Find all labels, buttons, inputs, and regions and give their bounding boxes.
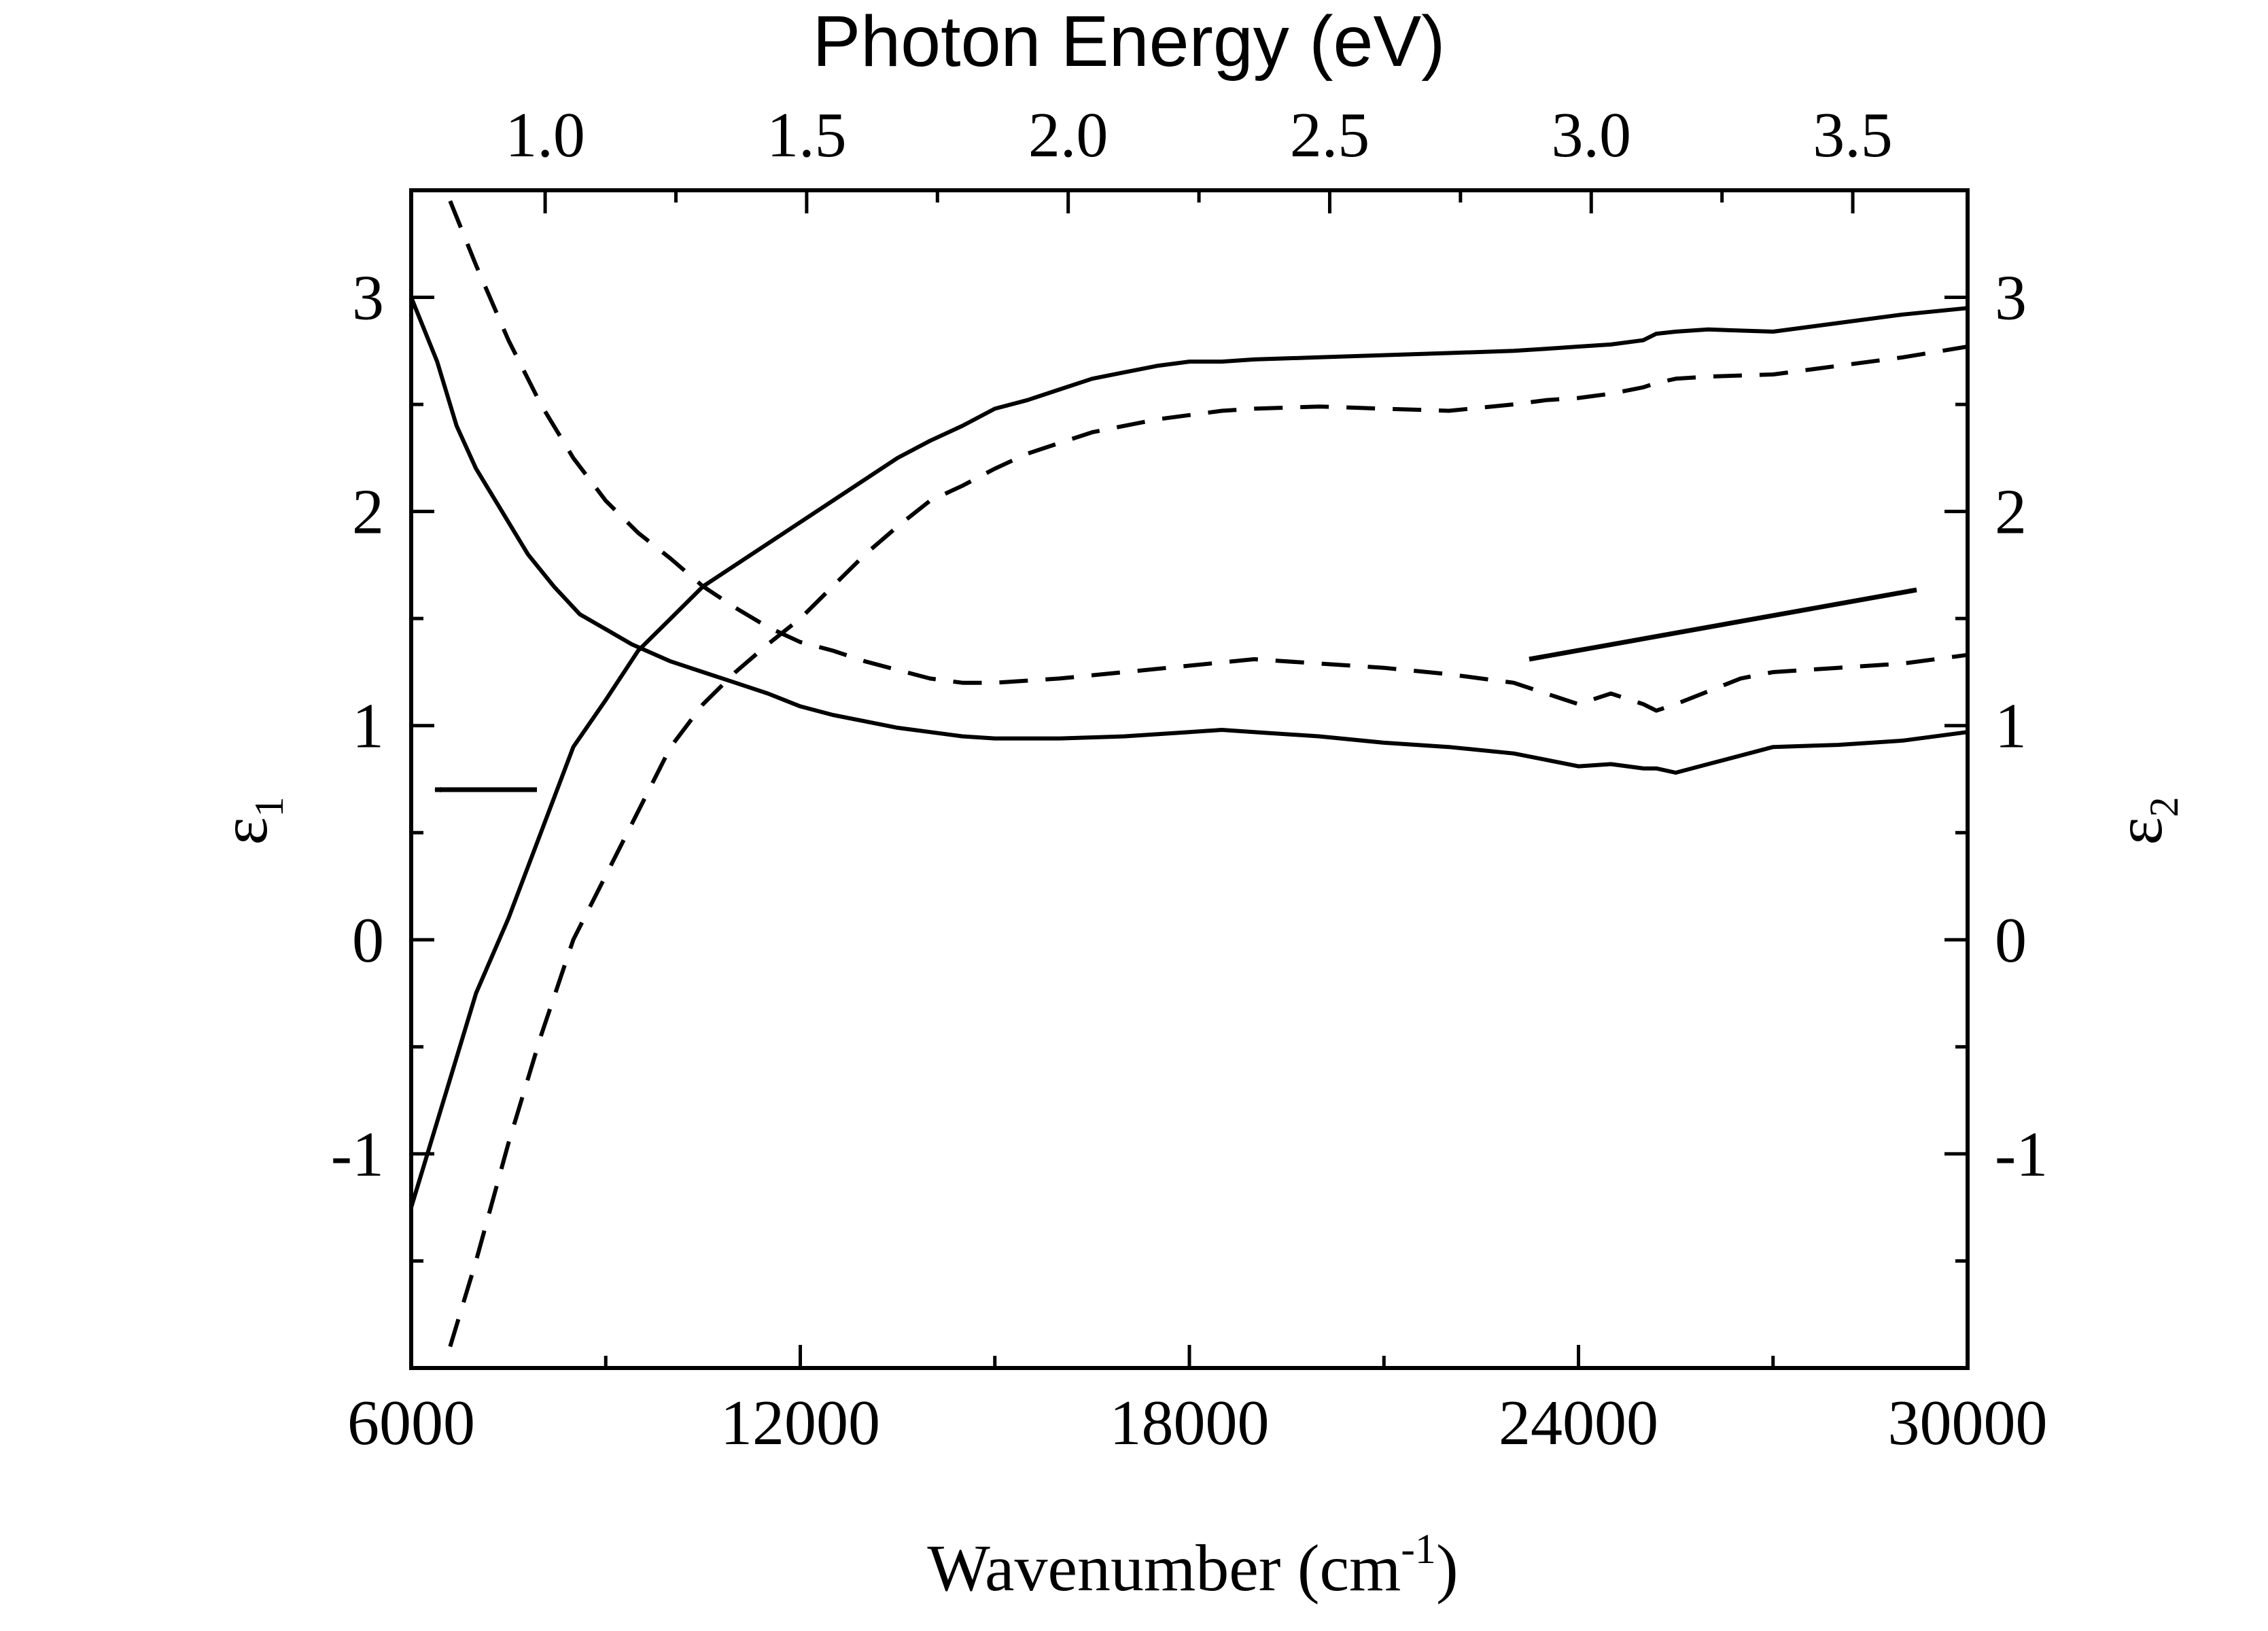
right-axis-title: ε2	[2103, 796, 2186, 845]
series-layer	[409, 200, 1968, 1348]
y-right-tick-label: 0	[1995, 905, 2027, 976]
right-axis-arrow	[1529, 587, 1917, 662]
x-tick-label: 30000	[1888, 1388, 2048, 1458]
x2-tick-label: 3.5	[1813, 100, 1893, 171]
y-left-tick-label: 1	[352, 691, 384, 762]
series-line-3	[409, 306, 1968, 1208]
y-left-tick-label: -1	[331, 1119, 384, 1190]
x-tick-label: 12000	[720, 1388, 880, 1458]
x-tick-label: 18000	[1110, 1388, 1270, 1458]
y-left-tick-label: 2	[352, 477, 384, 548]
bottom-axis-title: Wavenumber (cm-1)	[927, 1526, 1458, 1605]
y-left-tick-label: 3	[352, 263, 384, 334]
y-left-tick-label: 0	[352, 905, 384, 976]
series-line-1	[409, 296, 1968, 775]
left-axis-title: ε1	[208, 796, 292, 845]
x2-tick-label: 2.5	[1290, 100, 1370, 171]
series-line-2	[448, 200, 1968, 713]
tick-labels-layer: 6000 12000 18000 24000 30000 1.0 1.5 2.0 2.5 3.0 3…	[331, 100, 2048, 1458]
x2-tick-label: 2.0	[1028, 100, 1109, 171]
y-right-tick-label: 3	[1995, 263, 2027, 334]
x-tick-label: 24000	[1499, 1388, 1658, 1458]
y-right-tick-label: 1	[1995, 691, 2027, 762]
series-line-4	[448, 345, 1968, 1348]
ticks-layer	[409, 190, 1970, 1368]
top-axis-title: Photon Energy (eV)	[813, 1, 1446, 82]
y-right-tick-label: -1	[1995, 1119, 2048, 1190]
x2-tick-label: 1.5	[767, 100, 847, 171]
x2-tick-label: 3.0	[1552, 100, 1632, 171]
plot-frame	[409, 188, 1970, 1370]
y-right-tick-label: 2	[1995, 477, 2027, 548]
x2-tick-label: 1.0	[505, 100, 585, 171]
x-tick-label: 6000	[347, 1388, 475, 1458]
